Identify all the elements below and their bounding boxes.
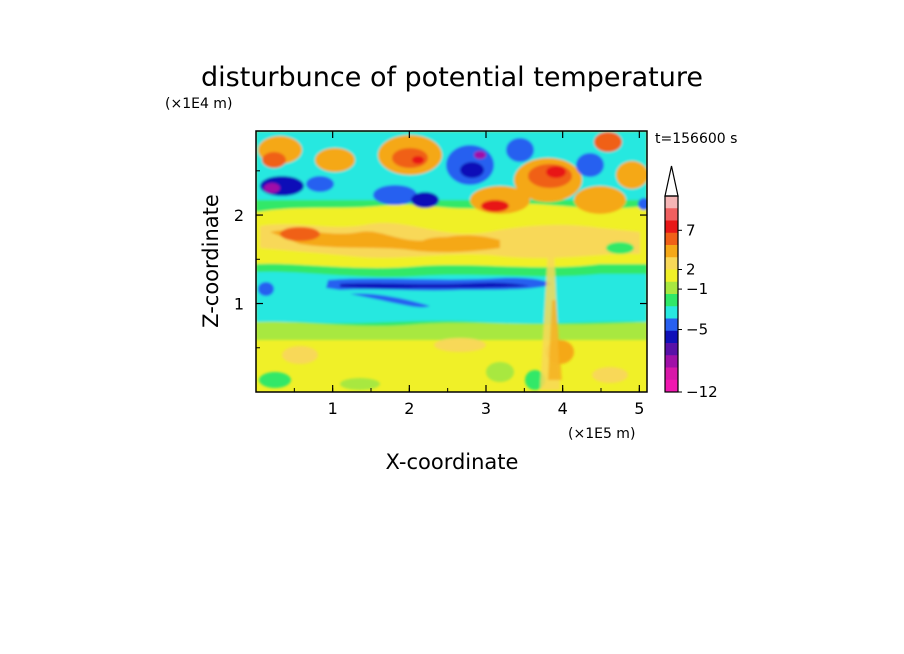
colorbar-swatch <box>665 294 678 307</box>
colorbar-label: 2 <box>686 261 696 279</box>
cold-cell <box>306 176 334 192</box>
colorbar-swatch <box>665 196 678 209</box>
colorbar-swatch <box>665 318 678 332</box>
cold-cell <box>506 138 534 162</box>
colorbar-swatch <box>665 367 678 381</box>
cold-cell <box>258 282 274 296</box>
colorbar-frame <box>664 195 679 393</box>
cold-cell <box>373 185 417 205</box>
colorbar-swatch <box>665 330 678 344</box>
warm-cell <box>594 132 622 152</box>
y-unit-label: (×1E4 m) <box>165 96 232 112</box>
colorbar-swatch <box>665 355 678 368</box>
y-tick-label: 2 <box>234 206 244 225</box>
cold-cell <box>460 162 484 178</box>
warm-cell <box>280 227 320 241</box>
x-axis-label: X-coordinate <box>386 450 519 474</box>
warm-cell <box>412 156 424 164</box>
y-tick-label: 1 <box>234 295 244 314</box>
cold-cell <box>606 242 634 254</box>
colorbar-label: −1 <box>686 280 708 298</box>
colorbar-swatch <box>665 220 678 234</box>
colorbar: 7 2−1 −5 −12 <box>664 165 718 401</box>
band-cold-navy <box>340 282 530 289</box>
band-lower-green <box>256 321 647 340</box>
warm-cell <box>574 186 626 214</box>
warm-cell <box>481 200 509 212</box>
band-cold-blue-lower <box>350 293 430 308</box>
colorbar-swatch <box>665 257 678 270</box>
green-patch <box>259 372 291 388</box>
warm-cell <box>315 148 355 172</box>
colorbar-label: −5 <box>686 321 708 339</box>
colorbar-swatch <box>665 343 678 356</box>
cold-cell <box>474 151 486 159</box>
warm-cell <box>616 161 647 189</box>
colorbar-swatch <box>665 379 678 393</box>
warm-cell <box>262 152 286 168</box>
green-patch <box>340 378 380 390</box>
x-tick-label: 4 <box>558 399 568 418</box>
contour-field <box>256 131 647 392</box>
x-tick-label: 2 <box>404 399 414 418</box>
chart-title: disturbunce of potential temperature <box>201 62 703 93</box>
warm-patch <box>592 367 628 383</box>
y-axis: 12 <box>234 170 647 393</box>
cold-cell <box>264 183 280 193</box>
plot-frame <box>255 130 648 393</box>
cold-cell <box>576 153 604 177</box>
warm-patch <box>434 338 486 352</box>
green-patch <box>486 362 514 382</box>
wave-feature <box>548 300 562 380</box>
colorbar-label: −12 <box>686 383 718 401</box>
warm-cell <box>421 237 469 249</box>
x-tick-label: 3 <box>481 399 491 418</box>
colorbar-extension <box>664 165 679 197</box>
colorbar-swatch <box>665 245 678 258</box>
green-patch <box>525 370 545 390</box>
colorbar-label: 7 <box>686 221 696 239</box>
colorbar-swatch <box>665 269 678 283</box>
colorbar-swatch <box>665 208 678 221</box>
warm-cell <box>546 166 566 178</box>
colorbar-swatch <box>665 281 678 295</box>
cold-cell <box>411 192 439 208</box>
cold-cell <box>638 198 647 210</box>
time-label: t=156600 s <box>655 131 737 147</box>
x-axis: 1 2 3 4 5 <box>255 131 644 418</box>
x-tick-label: 5 <box>634 399 644 418</box>
y-axis-label: Z-coordinate <box>199 194 223 328</box>
colorbar-swatch <box>665 232 678 246</box>
x-tick-label: 1 <box>328 399 338 418</box>
x-unit-label: (×1E5 m) <box>568 426 635 442</box>
colorbar-swatch <box>665 306 678 319</box>
warm-patch <box>282 346 318 364</box>
